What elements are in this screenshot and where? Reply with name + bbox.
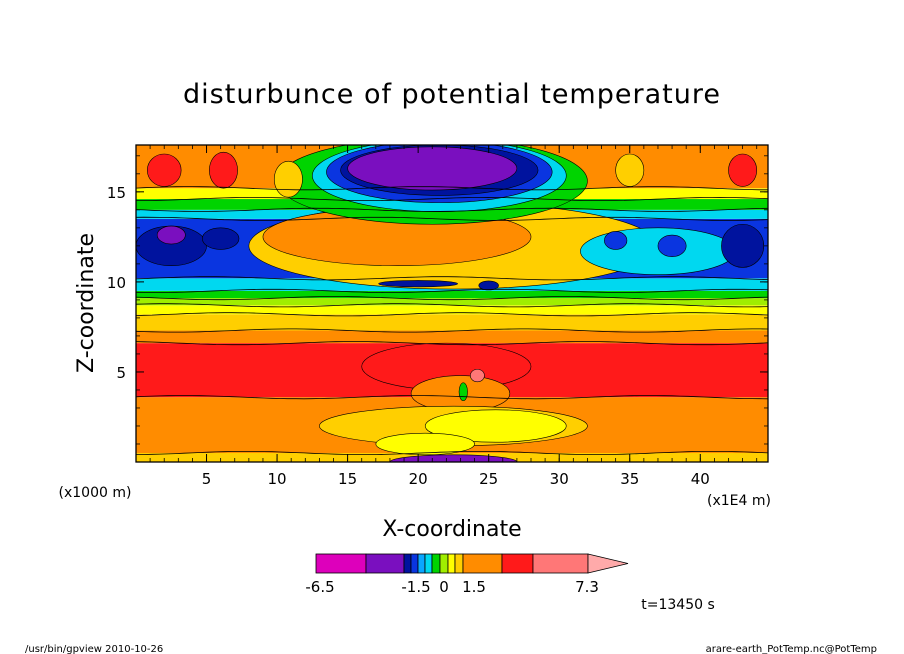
contour-line-5 — [136, 312, 768, 317]
blob-6 — [347, 146, 518, 191]
blob-12 — [657, 234, 687, 257]
footer-left: /usr/bin/gpview 2010-10-26 — [25, 644, 163, 654]
x-tick-label-1: 10 — [268, 470, 287, 488]
band-5 — [136, 305, 768, 315]
colorbar-swatch-9 — [454, 553, 464, 574]
y-tick-label-1: 10 — [107, 274, 126, 292]
contour-line-4 — [136, 328, 768, 333]
colorbar-swatch-10 — [462, 553, 503, 574]
contour-line-11 — [136, 207, 768, 212]
colorbar-swatch-6 — [431, 553, 441, 574]
colorbar-swatch-3 — [410, 553, 419, 574]
blob-22 — [424, 409, 567, 443]
colorbar-label-4: 7.3 — [575, 578, 599, 596]
contour-line-6 — [136, 303, 768, 308]
x-tick-label-5: 30 — [550, 470, 569, 488]
colorbar-label-3: 1.5 — [462, 578, 486, 596]
y-axis-ticks: 5 10 15 — [107, 155, 768, 445]
time-label: t=13450 s — [641, 597, 715, 613]
blob-16 — [728, 153, 758, 187]
blob-17 — [615, 153, 645, 187]
colorbar-swatch-7 — [439, 553, 449, 574]
band-6 — [136, 298, 768, 306]
colorbar-label-1: -1.5 — [401, 578, 430, 596]
contour-line-2 — [136, 395, 768, 400]
contour-line-layer — [136, 186, 768, 455]
band-3 — [136, 330, 768, 344]
y-tick-label-2: 15 — [107, 184, 126, 202]
colorbar-swatch-2 — [403, 553, 412, 574]
footer-right: arare-earth_PotTemp.nc@PotTemp — [706, 644, 877, 654]
y-unit-label: (x1000 m) — [59, 485, 132, 501]
blob-layer — [136, 145, 765, 462]
blob-10 — [580, 227, 736, 275]
blob-9 — [202, 227, 240, 250]
colorbar-swatch-0 — [315, 553, 367, 574]
colorbar-swatch-12 — [532, 553, 589, 574]
x-tick-label-3: 20 — [409, 470, 428, 488]
blob-28 — [458, 382, 468, 402]
band-7 — [136, 290, 768, 299]
blob-14 — [146, 153, 182, 187]
blob-13 — [604, 231, 628, 250]
x-axis-label: X-coordinate — [382, 517, 521, 542]
x-tick-label-4: 25 — [479, 470, 498, 488]
x-axis-ticks: 5 10 15 20 25 30 35 40 — [149, 145, 758, 488]
blob-25 — [378, 280, 458, 288]
blob-18 — [273, 160, 303, 198]
colorbar-swatch-1 — [365, 553, 405, 574]
x-tick-label-6: 35 — [620, 470, 639, 488]
x-tick-label-0: 5 — [202, 470, 212, 488]
colorbar-swatch-4 — [417, 553, 426, 574]
contour-line-7 — [136, 296, 768, 301]
blob-27 — [470, 368, 485, 383]
plot-area — [136, 145, 768, 462]
contour-line-12 — [136, 196, 768, 201]
blob-23 — [375, 432, 475, 456]
chart-title: disturbunce of potential temperature — [183, 79, 721, 110]
x-tick-label-7: 40 — [691, 470, 710, 488]
contour-line-10 — [136, 216, 768, 221]
blob-15 — [209, 151, 238, 189]
contour-line-13 — [136, 186, 768, 191]
plot-frame — [135, 144, 769, 463]
x-unit-label: (x1E4 m) — [707, 493, 771, 509]
contour-line-9 — [136, 276, 768, 281]
band-4 — [136, 314, 768, 331]
blob-8 — [156, 225, 186, 245]
colorbar-labels: -6.5 -1.5 0 1.5 7.3 — [305, 578, 599, 596]
colorbar-swatch-5 — [424, 553, 433, 574]
blob-26 — [478, 280, 499, 291]
contour-line-8 — [136, 288, 768, 293]
colorbar-swatch-8 — [447, 553, 456, 574]
colorbar-label-0: -6.5 — [305, 578, 334, 596]
y-axis-label: Z-coordinate — [74, 233, 99, 373]
colorbar — [315, 553, 629, 574]
x-tick-label-2: 15 — [338, 470, 357, 488]
colorbar-extend-arrow — [587, 553, 629, 574]
blob-11 — [721, 223, 765, 268]
y-tick-label-0: 5 — [116, 364, 126, 382]
contour-line-1 — [136, 451, 768, 455]
colorbar-swatch-11 — [501, 553, 534, 574]
colorbar-label-2: 0 — [439, 578, 449, 596]
contour-line-3 — [136, 341, 768, 346]
